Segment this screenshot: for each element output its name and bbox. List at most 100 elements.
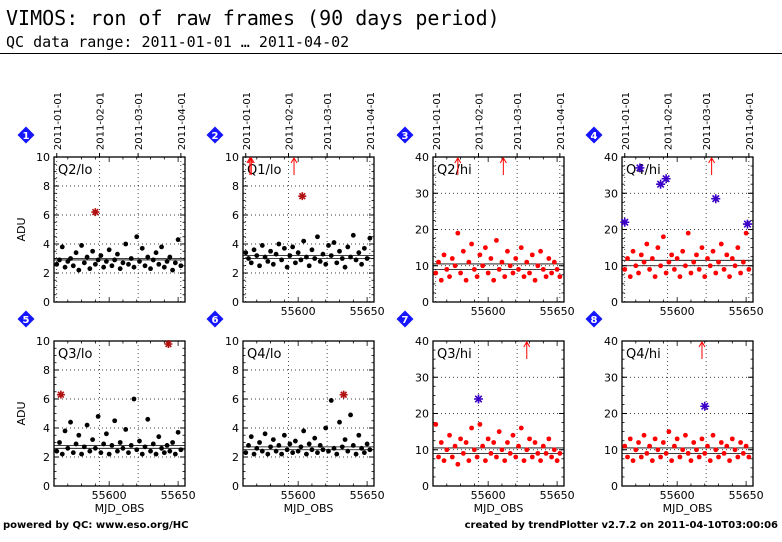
data-point	[79, 243, 84, 248]
data-point	[660, 234, 666, 240]
y-tick-label: 0	[611, 480, 618, 493]
data-point	[123, 427, 129, 432]
data-point	[460, 450, 466, 456]
data-point	[331, 445, 337, 451]
data-point	[90, 437, 96, 442]
data-point	[521, 458, 527, 464]
y-tick-label: 0	[422, 296, 429, 309]
x-tick-label: 55600	[281, 305, 316, 318]
data-point	[455, 461, 461, 467]
data-point	[301, 428, 307, 434]
data-point	[257, 440, 262, 445]
data-point	[638, 252, 644, 258]
y-tick-label: 10	[225, 335, 239, 348]
data-point	[683, 432, 688, 438]
data-point	[84, 422, 90, 428]
data-point	[452, 263, 458, 269]
panel-label: Q4/hi	[626, 347, 661, 362]
off-scale-arrow	[246, 157, 254, 175]
data-point	[98, 450, 104, 456]
data-point	[518, 245, 524, 251]
data-point	[518, 425, 524, 431]
data-point	[126, 261, 131, 267]
data-point	[54, 261, 60, 267]
x-tick-label: 55650	[729, 489, 764, 502]
data-point	[123, 241, 129, 247]
data-point	[98, 253, 104, 258]
panel-number-label: 1	[23, 131, 30, 142]
data-point	[317, 259, 323, 264]
data-point	[524, 259, 530, 265]
data-point	[298, 444, 304, 450]
data-point	[320, 447, 326, 453]
outlier-marker	[656, 179, 666, 189]
data-point	[137, 259, 142, 264]
data-point	[494, 454, 499, 460]
data-point	[510, 432, 516, 438]
data-point	[521, 274, 527, 280]
data-point	[507, 263, 513, 269]
data-point	[716, 454, 721, 460]
data-point	[268, 248, 273, 254]
data-point	[95, 257, 101, 263]
data-point	[150, 441, 156, 447]
data-point	[551, 447, 557, 453]
data-point	[92, 445, 98, 451]
data-point	[502, 274, 508, 280]
data-point	[691, 259, 697, 265]
data-point	[342, 264, 348, 270]
data-point	[268, 444, 273, 450]
data-point	[724, 252, 730, 258]
data-point	[469, 425, 475, 431]
data-point	[738, 270, 743, 276]
data-point	[727, 458, 732, 464]
data-point	[304, 451, 309, 457]
data-point	[367, 447, 373, 453]
data-point	[112, 418, 118, 424]
data-point	[718, 241, 724, 247]
data-point	[477, 421, 483, 427]
y-tick-label: 8	[232, 180, 239, 193]
y-tick-label: 20	[415, 224, 429, 237]
data-point	[735, 245, 741, 251]
data-point	[557, 450, 563, 456]
footer-created-by: created by trendPlotter v2.7.2 on 2011-0…	[464, 520, 778, 531]
data-point	[441, 252, 447, 258]
data-point	[455, 230, 461, 236]
data-point	[660, 440, 666, 445]
data-point	[622, 266, 628, 272]
x-tick-label: 55650	[161, 489, 196, 502]
data-point	[246, 443, 251, 448]
data-point	[145, 416, 151, 422]
y-tick-label: 40	[604, 335, 618, 348]
data-point	[248, 260, 254, 266]
data-point	[345, 448, 351, 454]
data-point	[532, 440, 538, 445]
data-point	[350, 443, 356, 448]
off-scale-arrow	[247, 157, 255, 175]
data-point	[677, 274, 683, 280]
x-tick-label: 55600	[471, 489, 506, 502]
data-point	[167, 448, 173, 454]
data-point	[120, 445, 126, 451]
data-point	[172, 451, 178, 457]
y-tick-label: 30	[604, 187, 618, 200]
y-tick-label: 8	[43, 364, 50, 377]
data-point	[148, 448, 153, 454]
data-point	[649, 256, 655, 261]
data-point	[339, 444, 345, 450]
data-point	[647, 266, 652, 272]
data-point	[538, 458, 543, 464]
data-point	[361, 450, 367, 456]
data-point	[685, 230, 691, 236]
date-tick-label: 2011-03-01	[323, 92, 334, 150]
date-tick-label: 2011-01-01	[242, 92, 253, 150]
x-tick-label: 55600	[660, 305, 695, 318]
data-point	[625, 454, 630, 460]
data-point	[153, 451, 159, 457]
data-point	[139, 451, 145, 457]
data-point	[159, 445, 164, 451]
panel-label: Q3/lo	[58, 347, 92, 362]
y-axis-title: ADU	[15, 217, 28, 241]
data-point	[554, 266, 560, 272]
